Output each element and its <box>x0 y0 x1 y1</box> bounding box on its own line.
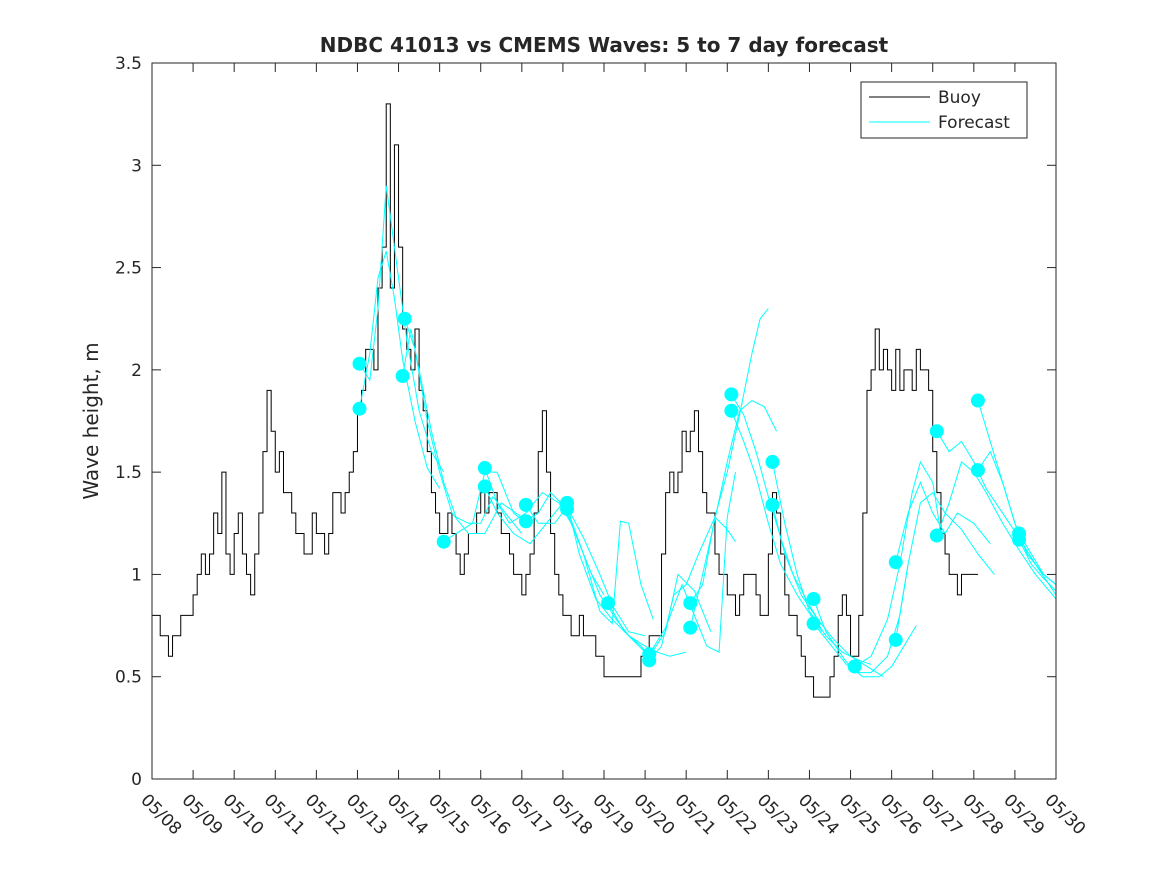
forecast-line <box>648 472 736 655</box>
y-tick-label: 0.5 <box>115 668 142 688</box>
forecast-marker <box>395 368 410 383</box>
forecast-marker <box>888 632 903 647</box>
forecast-line <box>813 564 909 674</box>
forecast-marker <box>601 596 616 611</box>
y-axis-label: Wave height, m <box>79 342 103 499</box>
forecast-line <box>854 460 942 667</box>
chart-title: NDBC 41013 vs CMEMS Waves: 5 to 7 day fo… <box>320 33 889 57</box>
forecast-line <box>895 481 991 563</box>
forecast-marker <box>847 659 862 674</box>
y-tick-label: 3 <box>131 156 142 176</box>
forecast-marker <box>683 596 698 611</box>
legend-box <box>860 81 1028 139</box>
forecast-marker <box>1012 532 1027 547</box>
forecast-marker <box>970 463 985 478</box>
y-tick-label: 0 <box>131 770 142 790</box>
forecast-line <box>359 251 441 489</box>
forecast-marker <box>806 591 821 606</box>
forecast-line <box>936 461 1057 600</box>
forecast-line <box>648 516 736 661</box>
forecast-line <box>936 430 1057 596</box>
forecast-marker <box>929 424 944 439</box>
y-tick-label: 3.5 <box>115 54 142 74</box>
forecast-marker <box>436 534 451 549</box>
forecast-marker <box>560 501 575 516</box>
forecast-line <box>566 508 654 625</box>
forecast-line <box>359 185 445 473</box>
forecast-marker <box>477 479 492 494</box>
forecast-line <box>607 573 712 658</box>
forecast-line <box>730 410 823 632</box>
forecast-marker <box>806 616 821 631</box>
forecast-line <box>1018 539 1057 592</box>
forecast-line <box>689 308 769 604</box>
legend: Buoy Forecast <box>860 81 1028 139</box>
y-tick-label: 2.5 <box>115 259 142 279</box>
forecast-line <box>771 504 884 678</box>
forecast-line <box>484 467 572 524</box>
legend-buoy-label: Buoy <box>938 88 981 108</box>
forecast-line <box>689 399 778 628</box>
legend-forecast-label: Forecast <box>938 113 1010 133</box>
forecast-line <box>895 491 995 640</box>
y-tick-label: 2 <box>131 361 142 381</box>
forecast-marker <box>518 497 533 512</box>
forecast-marker <box>352 356 367 371</box>
forecast-marker <box>477 461 492 476</box>
y-tick-label: 1 <box>131 565 142 585</box>
y-tick-label: 1.5 <box>115 463 142 483</box>
buoy-series-line <box>152 103 978 698</box>
forecast-marker <box>929 528 944 543</box>
forecast-marker <box>765 454 780 469</box>
forecast-marker <box>683 620 698 635</box>
forecast-line <box>525 504 646 637</box>
forecast-marker <box>888 555 903 570</box>
forecast-marker <box>518 514 533 529</box>
forecast-marker <box>352 401 367 416</box>
forecast-marker <box>724 403 739 418</box>
forecast-marker <box>765 497 780 512</box>
forecast-marker <box>397 311 412 326</box>
forecast-line <box>1018 533 1057 586</box>
forecast-line <box>813 623 917 678</box>
forecast-line <box>404 318 523 535</box>
forecast-marker <box>642 647 657 662</box>
forecast-marker <box>724 387 739 402</box>
forecast-marker <box>970 393 985 408</box>
